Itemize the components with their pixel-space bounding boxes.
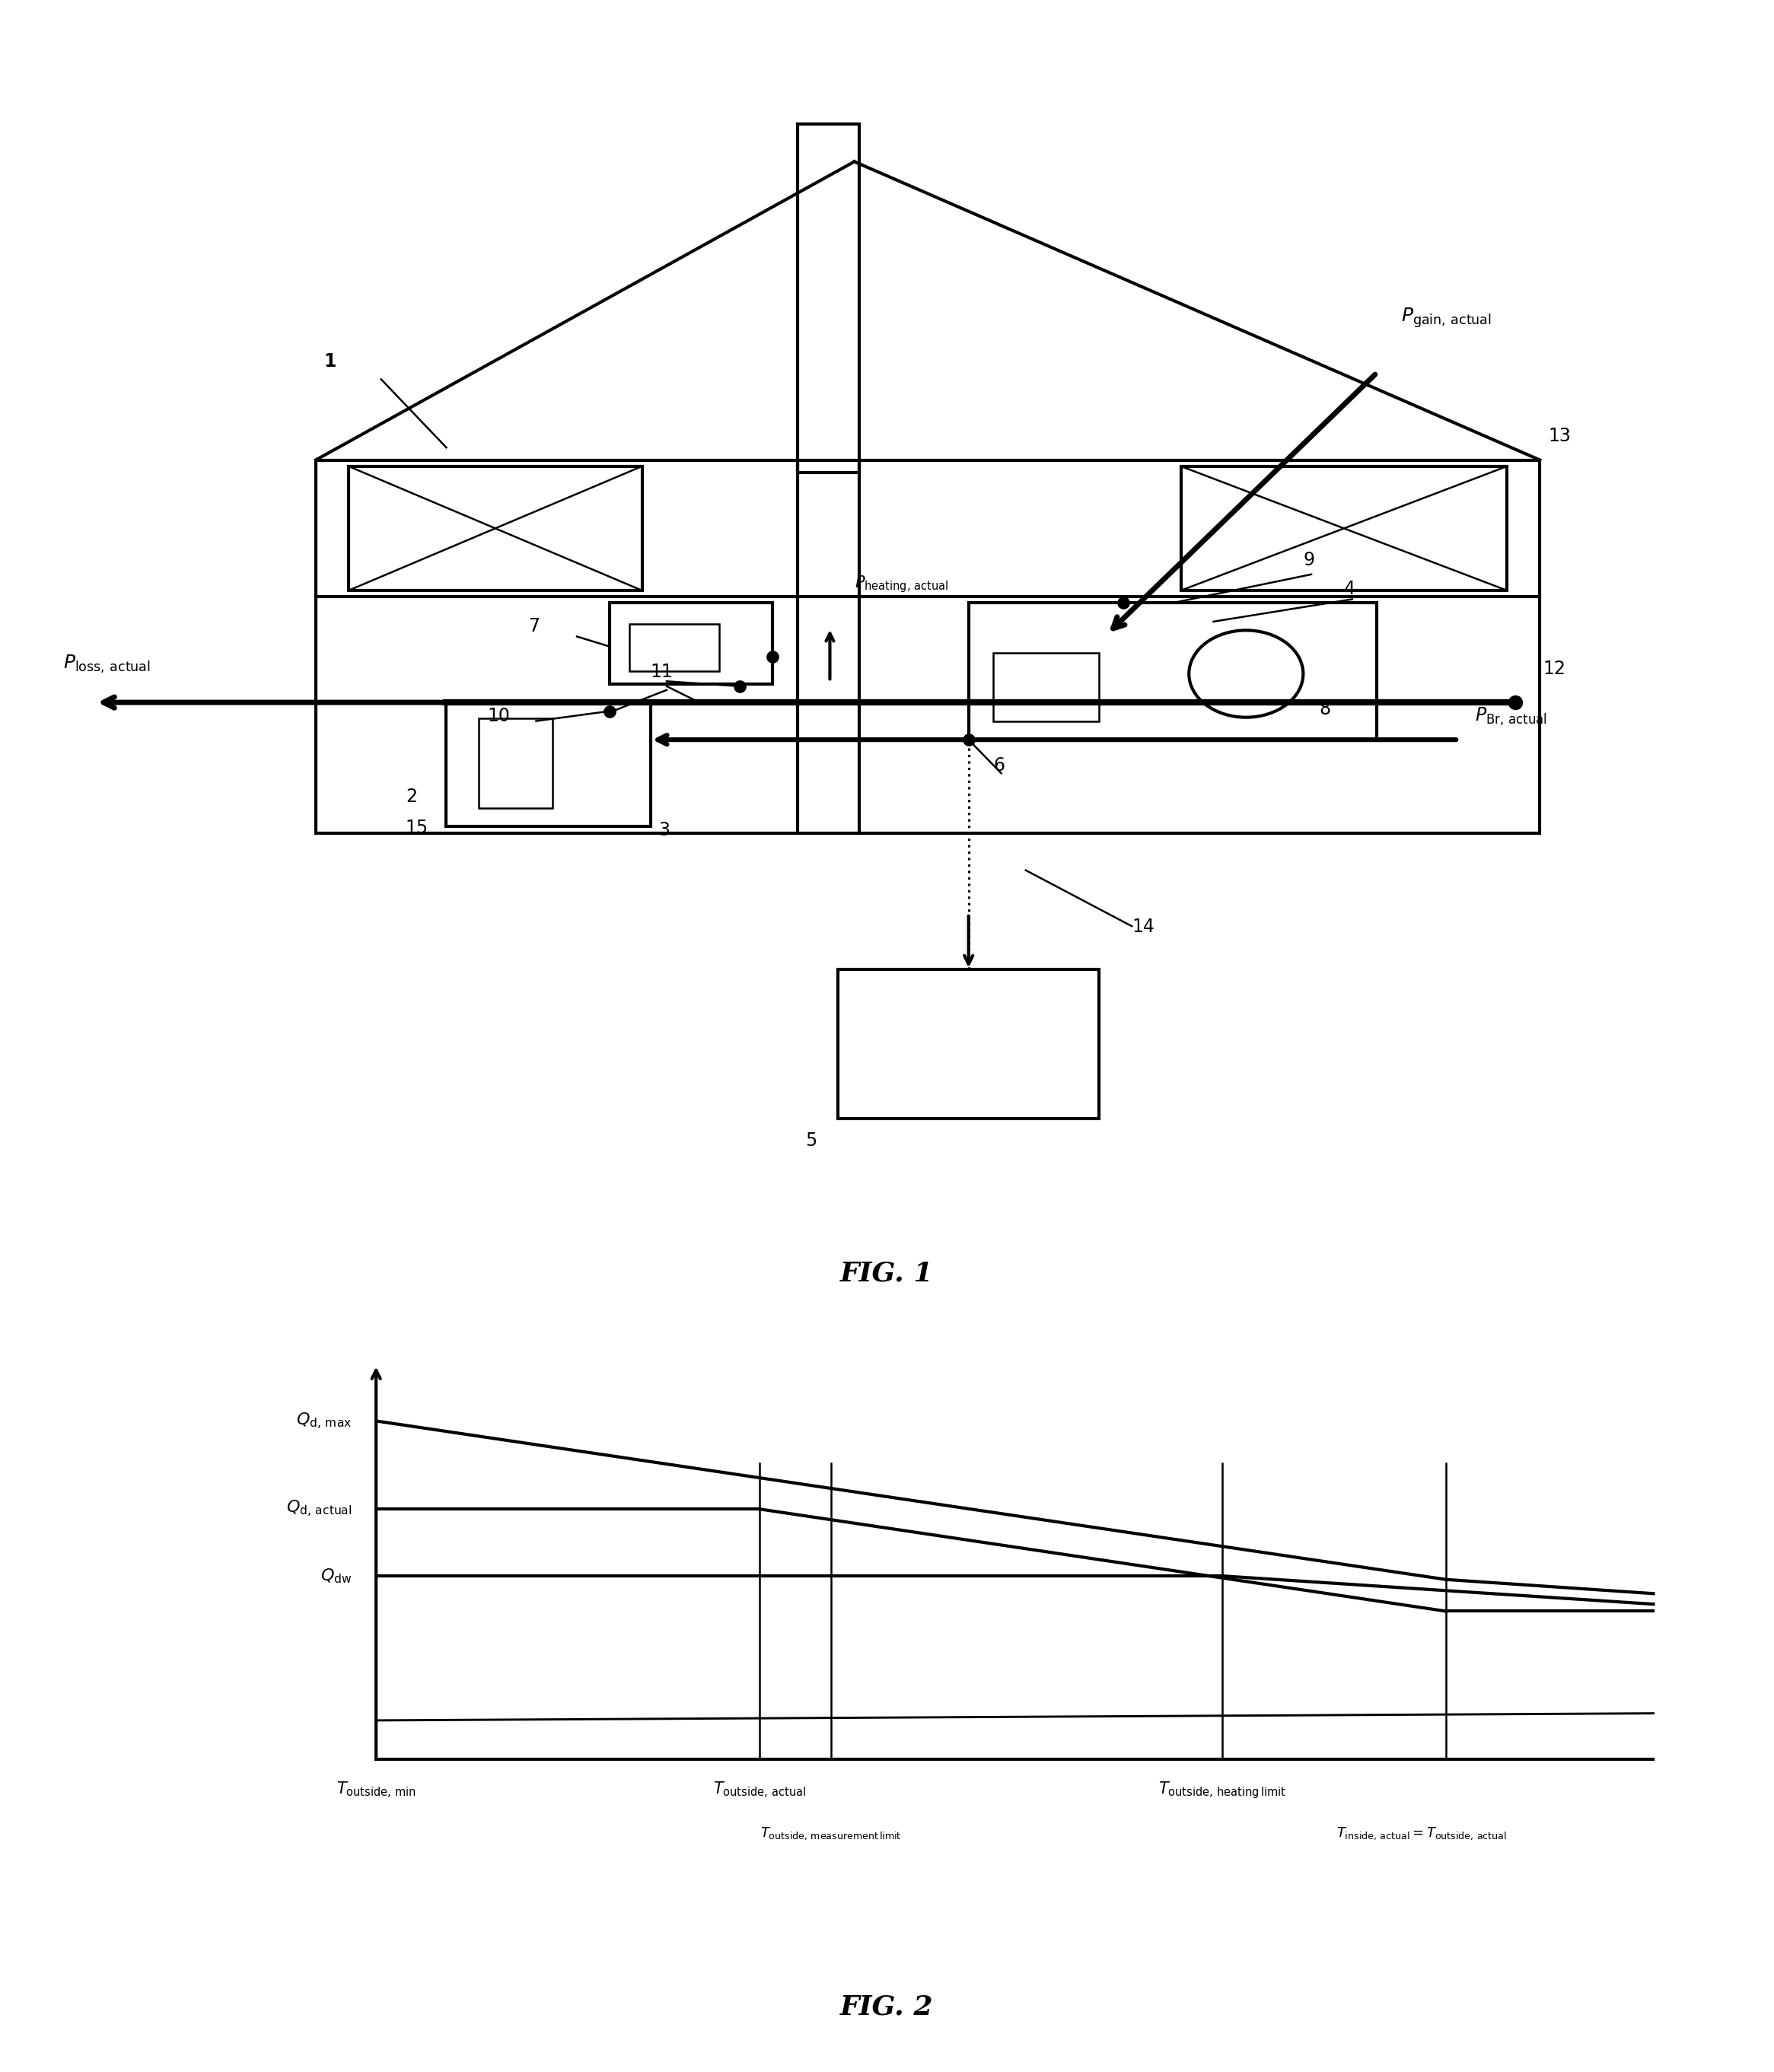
Bar (1181, 466, 1508, 591)
Text: $T_{\rm outside,\,actual}$: $T_{\rm outside,\,actual}$ (713, 1780, 805, 1801)
Bar (797, 124, 859, 472)
Bar (610, 603, 773, 684)
Text: $Q_{\rm d,\,actual}$: $Q_{\rm d,\,actual}$ (286, 1498, 353, 1519)
Bar (316, 460, 1540, 833)
Text: 4: 4 (1345, 580, 1355, 599)
Text: 8: 8 (1320, 700, 1330, 719)
Bar (348, 466, 642, 591)
Text: 5: 5 (805, 1131, 818, 1150)
Text: FIG. 1: FIG. 1 (841, 1262, 933, 1287)
Text: $Q_{\rm d,\,max}$: $Q_{\rm d,\,max}$ (296, 1411, 353, 1432)
Text: FIG. 2: FIG. 2 (841, 1993, 933, 2020)
Text: $P_{\rm loss,\,actual}$: $P_{\rm loss,\,actual}$ (62, 653, 151, 675)
Text: 13: 13 (1549, 427, 1570, 445)
Bar (447, 702, 651, 827)
Text: $T_{\rm outside,\,heating\,limit}$: $T_{\rm outside,\,heating\,limit}$ (1158, 1780, 1286, 1801)
Text: $T_{\rm inside,\,actual}=T_{\rm outside,\,actual}$: $T_{\rm inside,\,actual}=T_{\rm outside,… (1336, 1825, 1508, 1842)
Text: $T_{\rm outside,\,measurement\,limit}$: $T_{\rm outside,\,measurement\,limit}$ (761, 1825, 901, 1842)
Text: $Q_{\rm dw}$: $Q_{\rm dw}$ (321, 1566, 353, 1585)
Text: 7: 7 (529, 617, 539, 636)
Bar (993, 653, 1100, 721)
Text: 14: 14 (1132, 918, 1155, 937)
Bar (630, 624, 718, 671)
Bar (969, 603, 1377, 740)
Text: 10: 10 (488, 707, 509, 725)
Text: $T_{\rm outside,\,min}$: $T_{\rm outside,\,min}$ (335, 1780, 417, 1801)
Text: $P_{\rm gain,\,actual}$: $P_{\rm gain,\,actual}$ (1401, 307, 1492, 329)
Text: 9: 9 (1304, 551, 1315, 570)
Text: 2: 2 (406, 787, 417, 806)
Bar (837, 970, 1100, 1119)
Text: 1: 1 (325, 352, 337, 371)
Text: $P_{\rm Br,\,actual}$: $P_{\rm Br,\,actual}$ (1474, 707, 1547, 727)
Text: 6: 6 (993, 756, 1004, 775)
Text: $P_{\rm heating,\,actual}$: $P_{\rm heating,\,actual}$ (855, 574, 949, 595)
Text: 11: 11 (651, 663, 672, 682)
Text: 3: 3 (658, 821, 671, 839)
Text: 15: 15 (406, 818, 429, 837)
Bar (479, 719, 552, 808)
Text: 12: 12 (1543, 659, 1566, 678)
